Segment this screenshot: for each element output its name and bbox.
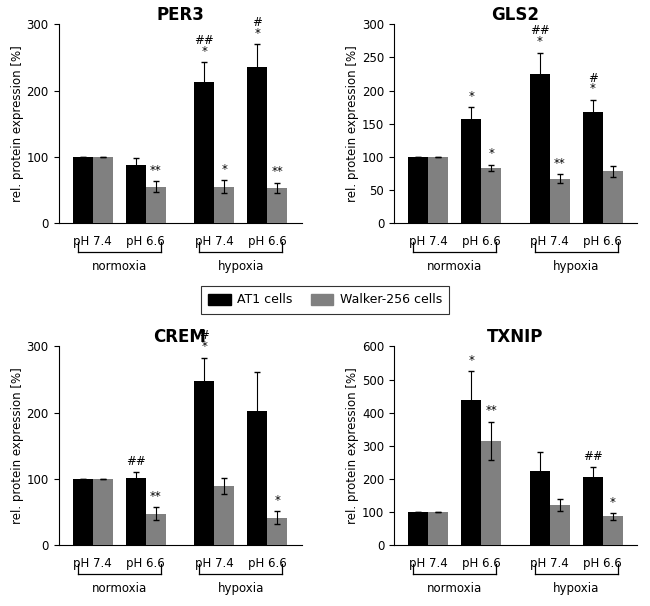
Text: hypoxia: hypoxia (553, 260, 599, 273)
Text: hypoxia: hypoxia (218, 260, 264, 273)
Text: pH 6.6: pH 6.6 (462, 558, 501, 570)
Bar (146, 513, 166, 545)
Bar (247, 411, 267, 545)
Text: pH 7.4: pH 7.4 (195, 558, 234, 570)
Text: #: # (252, 16, 262, 29)
Text: pH 6.6: pH 6.6 (583, 235, 622, 248)
Text: *: * (610, 496, 616, 508)
Text: hypoxia: hypoxia (553, 582, 599, 595)
Bar (481, 168, 501, 223)
Text: *: * (274, 493, 280, 507)
Text: #: # (588, 72, 597, 84)
Bar (530, 471, 550, 545)
Bar (194, 381, 214, 545)
Text: pH 7.4: pH 7.4 (73, 235, 112, 248)
Text: pH 6.6: pH 6.6 (126, 558, 165, 570)
Text: ##: ## (125, 455, 146, 468)
Bar (93, 479, 113, 545)
Y-axis label: rel. protein expression [%]: rel. protein expression [%] (11, 368, 24, 524)
Y-axis label: rel. protein expression [%]: rel. protein expression [%] (346, 45, 359, 202)
Title: CREM: CREM (153, 328, 207, 346)
Bar (582, 477, 603, 545)
Bar (125, 165, 146, 223)
Bar (603, 171, 623, 223)
Text: *: * (468, 354, 474, 367)
Y-axis label: rel. protein expression [%]: rel. protein expression [%] (11, 45, 24, 202)
Text: **: ** (272, 165, 283, 178)
Bar (267, 518, 287, 545)
Text: pH 6.6: pH 6.6 (583, 558, 622, 570)
Bar (214, 187, 235, 223)
Text: *: * (590, 82, 595, 96)
Y-axis label: rel. protein expression [%]: rel. protein expression [%] (346, 368, 359, 524)
Bar (428, 157, 448, 223)
Text: **: ** (150, 164, 162, 177)
Text: pH 6.6: pH 6.6 (462, 235, 501, 248)
Bar (603, 516, 623, 545)
Bar (530, 74, 550, 223)
Bar (550, 179, 570, 223)
Text: **: ** (486, 404, 497, 418)
Bar (550, 505, 570, 545)
Bar (93, 157, 113, 223)
Text: pH 7.4: pH 7.4 (530, 235, 569, 248)
Text: *: * (222, 162, 227, 176)
Bar (247, 67, 267, 223)
Text: **: ** (150, 490, 162, 502)
Text: #: # (200, 330, 209, 342)
Text: pH 6.6: pH 6.6 (126, 235, 165, 248)
Text: **: ** (554, 157, 566, 170)
Title: TXNIP: TXNIP (488, 328, 543, 346)
Legend: AT1 cells, Walker-256 cells: AT1 cells, Walker-256 cells (201, 286, 449, 314)
Text: *: * (254, 27, 260, 40)
Text: *: * (202, 341, 207, 353)
Text: *: * (537, 35, 543, 48)
Bar (481, 441, 501, 545)
Text: pH 7.4: pH 7.4 (409, 235, 448, 248)
Bar (125, 478, 146, 545)
Bar (461, 400, 481, 545)
Text: pH 7.4: pH 7.4 (530, 558, 569, 570)
Bar (194, 82, 214, 223)
Bar (73, 157, 93, 223)
Text: pH 6.6: pH 6.6 (248, 558, 287, 570)
Text: pH 7.4: pH 7.4 (195, 235, 234, 248)
Text: ##: ## (583, 450, 603, 463)
Bar (428, 512, 448, 545)
Text: ##: ## (530, 24, 550, 38)
Bar (73, 479, 93, 545)
Title: GLS2: GLS2 (491, 6, 540, 24)
Bar (214, 486, 235, 545)
Text: normoxia: normoxia (92, 582, 147, 595)
Text: ##: ## (194, 34, 214, 47)
Bar (461, 119, 481, 223)
Bar (267, 188, 287, 223)
Text: *: * (202, 45, 207, 58)
Text: normoxia: normoxia (92, 260, 147, 273)
Text: pH 6.6: pH 6.6 (248, 235, 287, 248)
Bar (408, 512, 428, 545)
Bar (582, 112, 603, 223)
Text: hypoxia: hypoxia (218, 582, 264, 595)
Text: pH 7.4: pH 7.4 (409, 558, 448, 570)
Text: normoxia: normoxia (427, 582, 482, 595)
Text: normoxia: normoxia (427, 260, 482, 273)
Bar (146, 187, 166, 223)
Title: PER3: PER3 (156, 6, 204, 24)
Text: *: * (468, 90, 474, 103)
Text: pH 7.4: pH 7.4 (73, 558, 112, 570)
Bar (408, 157, 428, 223)
Text: *: * (488, 147, 494, 161)
